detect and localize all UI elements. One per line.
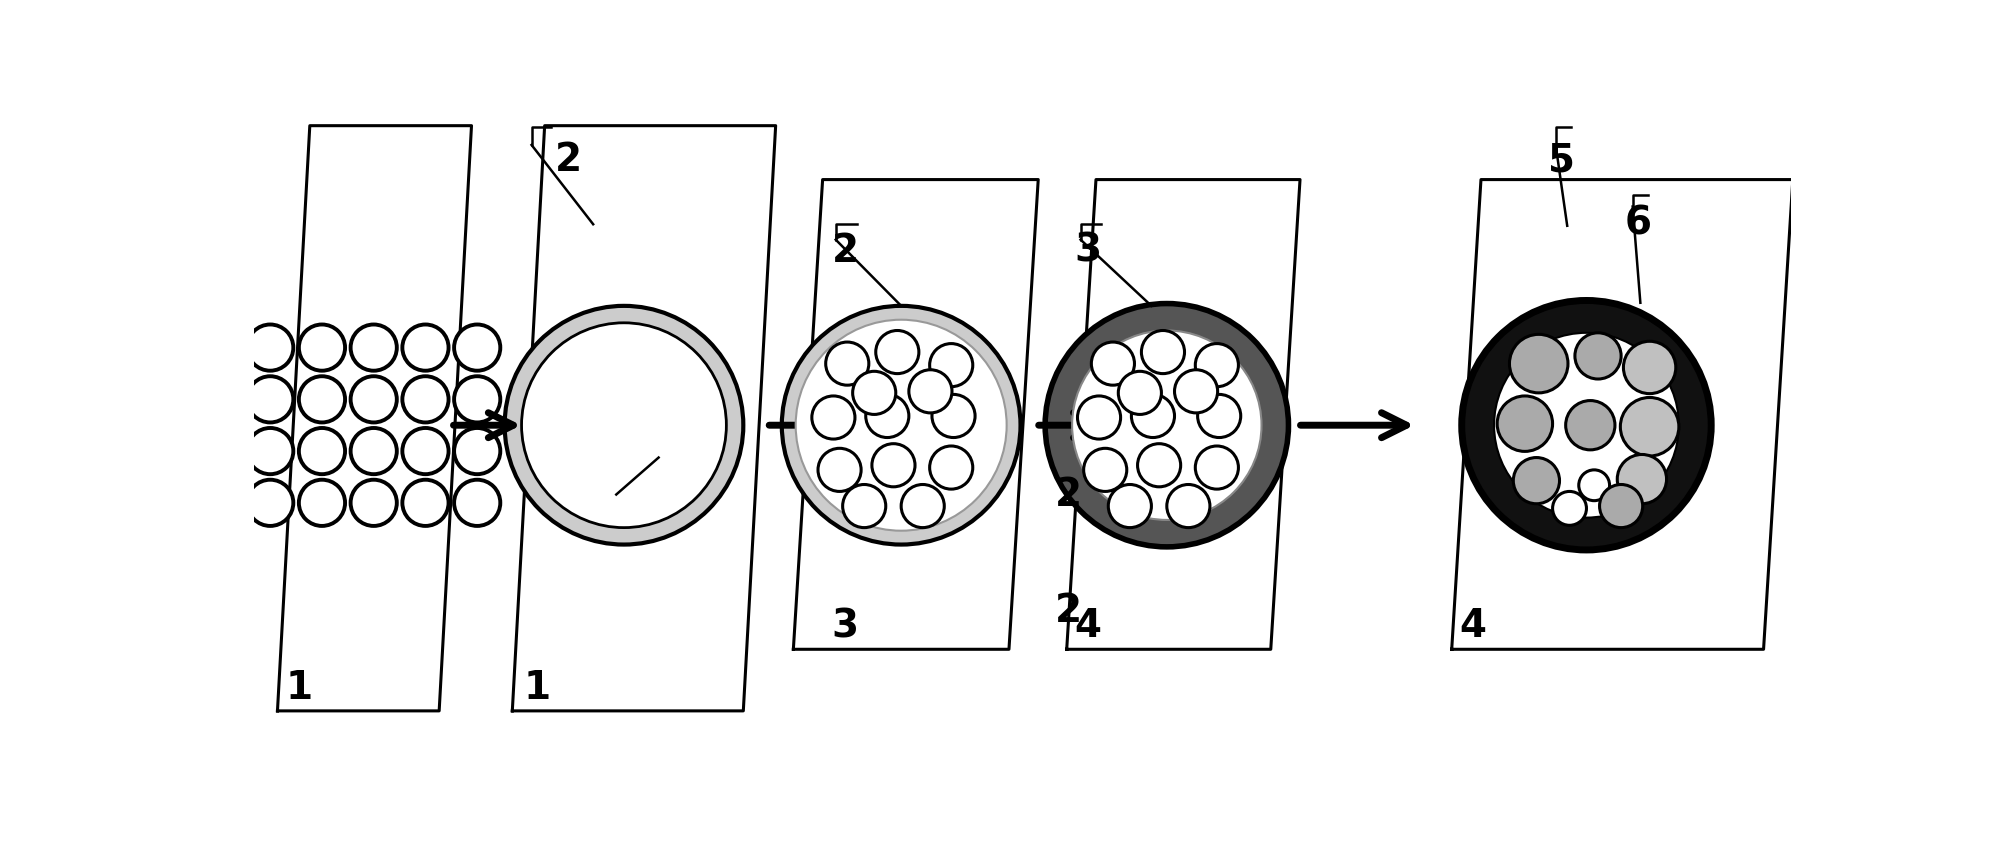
Circle shape [1618, 455, 1666, 504]
Circle shape [1091, 342, 1135, 385]
Circle shape [1600, 484, 1642, 528]
Text: 6: 6 [1626, 205, 1652, 242]
Circle shape [852, 371, 896, 414]
Circle shape [247, 428, 293, 474]
Circle shape [826, 342, 870, 385]
Circle shape [902, 484, 944, 528]
Circle shape [1077, 396, 1121, 439]
Circle shape [299, 324, 345, 370]
Circle shape [1624, 341, 1676, 394]
Circle shape [910, 370, 952, 413]
Circle shape [299, 428, 345, 474]
Circle shape [872, 444, 916, 487]
Circle shape [455, 480, 501, 526]
Text: 4: 4 [1460, 607, 1486, 646]
Circle shape [521, 322, 726, 528]
Circle shape [876, 331, 920, 374]
Circle shape [932, 394, 976, 438]
Circle shape [247, 376, 293, 423]
Circle shape [1620, 397, 1680, 456]
Circle shape [1494, 333, 1680, 518]
Circle shape [782, 306, 1021, 545]
Circle shape [351, 428, 397, 474]
Circle shape [403, 480, 449, 526]
Circle shape [1462, 301, 1712, 550]
Circle shape [1195, 344, 1239, 386]
Circle shape [818, 448, 862, 492]
Text: 2: 2 [1055, 476, 1083, 514]
Text: 2: 2 [555, 141, 583, 179]
Circle shape [455, 376, 501, 423]
Circle shape [351, 480, 397, 526]
Circle shape [1195, 446, 1239, 489]
Circle shape [1496, 396, 1552, 451]
Circle shape [403, 324, 449, 370]
Circle shape [1574, 333, 1622, 379]
Circle shape [1131, 394, 1175, 438]
Circle shape [796, 320, 1007, 530]
Circle shape [1514, 457, 1560, 504]
Circle shape [1197, 394, 1241, 438]
Circle shape [866, 394, 910, 438]
Text: 2: 2 [1055, 592, 1083, 630]
Circle shape [505, 306, 744, 545]
Circle shape [299, 480, 345, 526]
Circle shape [455, 428, 501, 474]
Circle shape [1071, 331, 1261, 520]
Circle shape [1137, 444, 1181, 487]
Circle shape [842, 484, 886, 528]
Circle shape [299, 376, 345, 423]
Circle shape [1167, 484, 1209, 528]
Text: 4: 4 [1075, 607, 1101, 646]
Text: 5: 5 [1548, 141, 1574, 179]
Text: 1: 1 [285, 669, 313, 707]
Circle shape [247, 480, 293, 526]
Circle shape [1109, 484, 1151, 528]
Circle shape [1510, 334, 1568, 393]
Circle shape [930, 344, 974, 386]
Text: 1: 1 [525, 669, 551, 707]
Circle shape [930, 446, 974, 489]
Circle shape [455, 324, 501, 370]
Circle shape [351, 376, 397, 423]
Text: 2: 2 [832, 232, 860, 270]
Circle shape [1141, 331, 1185, 374]
Circle shape [403, 376, 449, 423]
Text: 3: 3 [832, 607, 860, 646]
Circle shape [1175, 370, 1217, 413]
Circle shape [1552, 492, 1586, 525]
Circle shape [1119, 371, 1161, 414]
Circle shape [1566, 401, 1616, 450]
Circle shape [812, 396, 856, 439]
Circle shape [403, 428, 449, 474]
Circle shape [1083, 448, 1127, 492]
Circle shape [351, 324, 397, 370]
Circle shape [247, 324, 293, 370]
Text: 3: 3 [1075, 232, 1101, 270]
Circle shape [1045, 304, 1289, 546]
Circle shape [1578, 470, 1610, 501]
